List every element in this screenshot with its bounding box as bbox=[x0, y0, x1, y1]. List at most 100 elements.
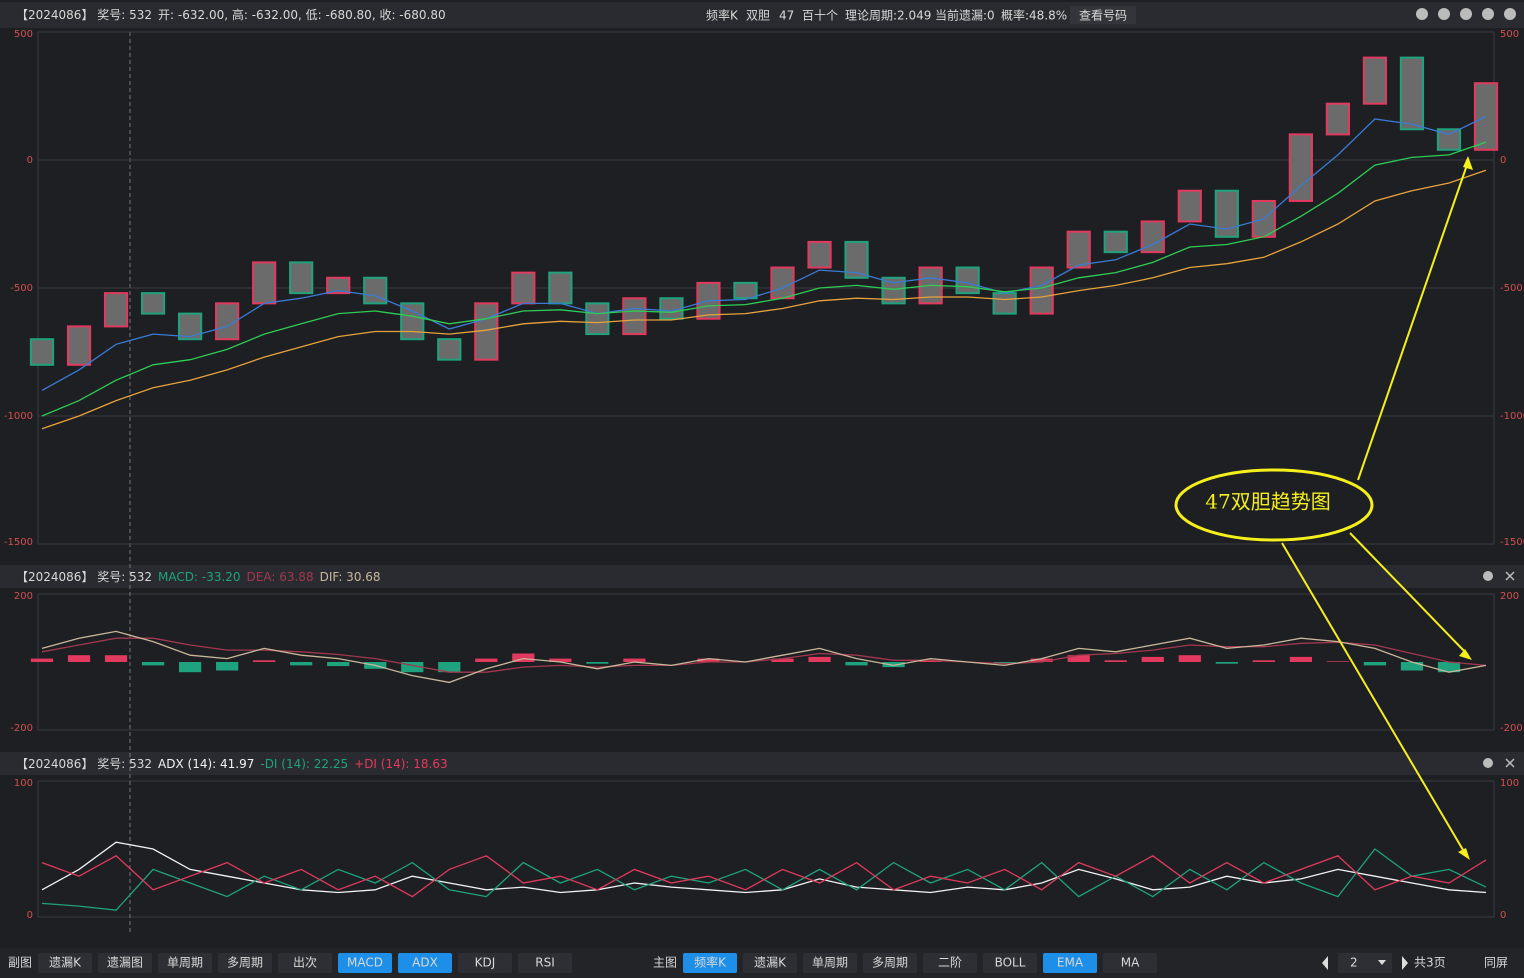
panel-header: 【2024086】 奖号: 532 开: -632.00, 高: -632.00,… bbox=[16, 7, 446, 22]
header-info: 47 bbox=[779, 9, 794, 23]
histogram-bar bbox=[104, 655, 128, 662]
close-icon[interactable] bbox=[1505, 571, 1515, 768]
histogram-bar bbox=[1363, 662, 1387, 666]
candle bbox=[177, 312, 203, 341]
candle bbox=[844, 240, 869, 279]
candle bbox=[807, 240, 832, 269]
histogram-bar bbox=[30, 658, 54, 662]
toolbar-button[interactable] bbox=[743, 953, 797, 973]
same-screen[interactable]: 同屏 bbox=[1484, 956, 1508, 970]
histogram-bar bbox=[1326, 661, 1350, 662]
candle bbox=[511, 271, 536, 305]
view-button-label[interactable]: 查看号码 bbox=[1079, 9, 1127, 23]
panel-title: 【2024086】 奖号: 532 bbox=[16, 570, 152, 584]
y-tick-label-right: -1000 bbox=[1500, 411, 1524, 422]
histogram-bar bbox=[290, 662, 313, 666]
toolbar-button[interactable] bbox=[518, 953, 572, 973]
toolbar-button[interactable] bbox=[1103, 953, 1157, 973]
toolbar-button-label[interactable]: ADX bbox=[412, 956, 438, 970]
panel-header: 【2024086】 奖号: 532 ADX (14): 41.97 -DI (14)… bbox=[16, 757, 448, 771]
icon[interactable] bbox=[1483, 571, 1493, 581]
histogram-bar bbox=[1178, 655, 1201, 662]
toolbar-button[interactable] bbox=[863, 953, 917, 973]
line bbox=[41, 630, 1487, 684]
histogram-bar bbox=[253, 660, 276, 662]
line bbox=[41, 115, 1487, 391]
page-number[interactable]: 2 bbox=[1350, 956, 1358, 970]
toolbar-button-label[interactable]: RSI bbox=[535, 956, 555, 970]
toolbar-button-label[interactable]: 遗漏K bbox=[49, 956, 82, 970]
toolbar-button-label[interactable]: MACD bbox=[347, 956, 383, 970]
page-dropdown[interactable] bbox=[1378, 960, 1386, 965]
candle bbox=[1177, 189, 1202, 223]
candle bbox=[289, 261, 314, 295]
toolbar-button-label[interactable]: BOLL bbox=[995, 956, 1026, 970]
toolbar-button-label[interactable]: 频率K bbox=[694, 955, 727, 970]
legend-label: ADX (14): 41.97 bbox=[158, 757, 254, 771]
page-select[interactable] bbox=[1338, 953, 1392, 973]
histogram-bar bbox=[1104, 660, 1127, 662]
icon[interactable] bbox=[1416, 8, 1428, 20]
histogram-bar bbox=[623, 658, 646, 662]
histogram-bar bbox=[1252, 660, 1275, 662]
next-page[interactable] bbox=[1402, 956, 1408, 970]
icon[interactable] bbox=[1482, 8, 1494, 20]
toolbar-button-label[interactable]: 出次 bbox=[293, 956, 317, 970]
toolbar-button-label[interactable]: 二阶 bbox=[938, 956, 962, 970]
toolbar-button-label[interactable]: 遗漏图 bbox=[107, 956, 143, 970]
toolbar-button[interactable] bbox=[398, 953, 452, 973]
candle bbox=[548, 271, 573, 305]
view-button[interactable] bbox=[1070, 6, 1136, 24]
page-count: 共3页 bbox=[1414, 956, 1446, 970]
histogram-bar bbox=[882, 662, 905, 668]
toolbar-button[interactable] bbox=[278, 953, 332, 973]
histogram-bar bbox=[1030, 658, 1053, 662]
histogram-bar bbox=[1067, 655, 1090, 662]
panel-title: 【2024086】 奖号: 532 bbox=[16, 8, 152, 22]
candle bbox=[437, 338, 462, 361]
toolbar-button[interactable] bbox=[983, 953, 1037, 973]
toolbar-button-label[interactable]: 多周期 bbox=[227, 956, 263, 970]
toolbar-button-label[interactable]: EMA bbox=[1057, 956, 1084, 970]
icon[interactable] bbox=[1483, 758, 1493, 768]
toolbar-button[interactable] bbox=[158, 953, 212, 973]
toolbar-button[interactable] bbox=[98, 953, 152, 973]
adx-frame bbox=[37, 780, 1495, 918]
toolbar-button-label[interactable]: KDJ bbox=[475, 956, 496, 970]
histogram-bar bbox=[141, 662, 165, 666]
candle bbox=[733, 281, 758, 300]
toolbar-button[interactable] bbox=[458, 953, 512, 973]
candle bbox=[103, 292, 129, 328]
toolbar-button-label[interactable]: 单周期 bbox=[167, 956, 203, 970]
histogram-bar bbox=[216, 662, 239, 671]
toolbar-button-label[interactable]: 遗漏K bbox=[754, 956, 787, 970]
toolbar-button-label[interactable]: 多周期 bbox=[872, 956, 908, 970]
histogram-bar bbox=[475, 658, 498, 662]
histogram-bar bbox=[1400, 662, 1424, 671]
icon[interactable] bbox=[1438, 8, 1450, 20]
toolbar-button[interactable] bbox=[1043, 953, 1097, 973]
y-tick-label-right: -200 bbox=[1500, 723, 1523, 734]
toolbar-button[interactable] bbox=[683, 953, 737, 973]
y-tick-label: -1000 bbox=[4, 411, 33, 422]
prev-page[interactable] bbox=[1322, 956, 1328, 970]
candle bbox=[1436, 128, 1462, 151]
toolbar-button-label[interactable]: 单周期 bbox=[812, 956, 848, 970]
toolbar-button[interactable] bbox=[218, 953, 272, 973]
histogram-bar bbox=[1215, 662, 1238, 664]
y-tick-label: 100 bbox=[14, 778, 33, 789]
header-info: 概率:48.8% bbox=[1001, 8, 1067, 23]
icon[interactable] bbox=[1504, 8, 1516, 20]
histogram-bar bbox=[586, 662, 609, 664]
toolbar-button[interactable] bbox=[338, 953, 392, 973]
toolbar-button[interactable] bbox=[923, 953, 977, 973]
toolbar-button-label[interactable]: MA bbox=[1121, 956, 1140, 970]
y-tick-label: -200 bbox=[10, 723, 33, 734]
toolbar-button[interactable] bbox=[38, 953, 92, 973]
toolbar-button[interactable] bbox=[803, 953, 857, 973]
histogram-bar bbox=[993, 662, 1016, 664]
candle bbox=[881, 276, 906, 305]
icon[interactable] bbox=[1460, 8, 1472, 20]
arrow bbox=[1281, 161, 1469, 856]
y-tick-label-right: 100 bbox=[1500, 778, 1519, 789]
